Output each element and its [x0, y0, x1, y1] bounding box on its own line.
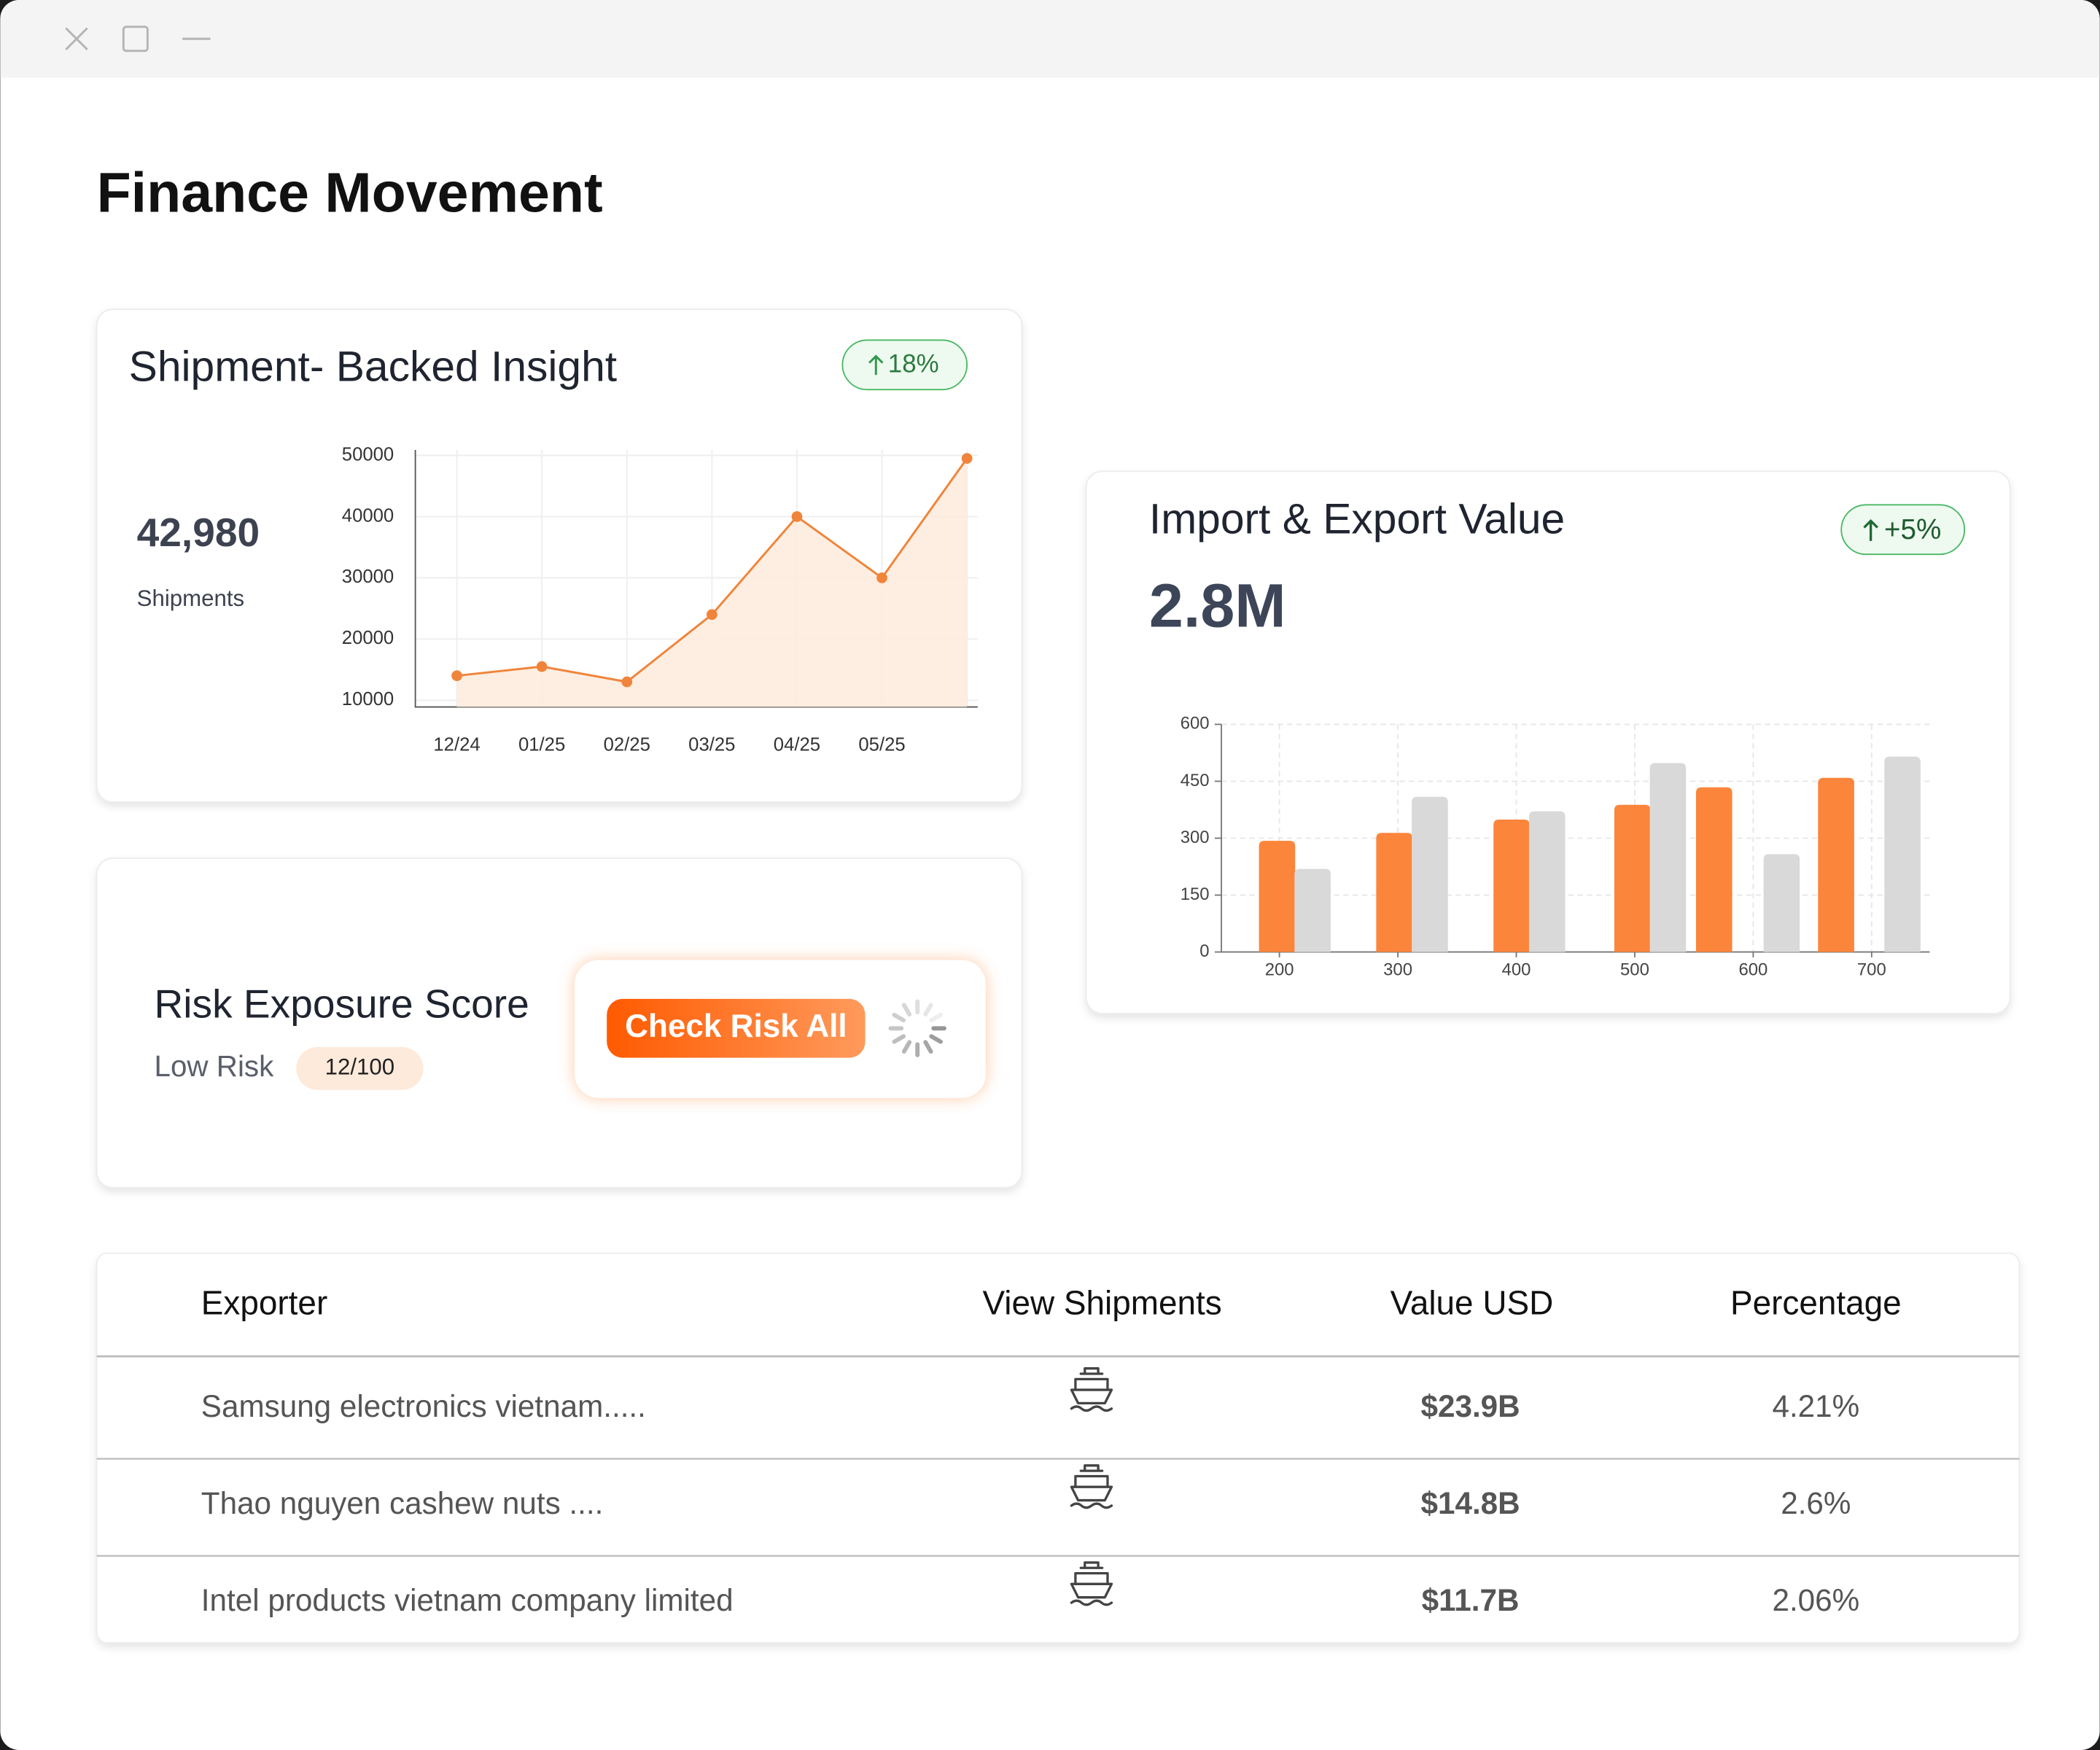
button-label[interactable]: Check Risk All [625, 1008, 847, 1044]
spinner-tick [901, 1003, 912, 1017]
percentage: 2.06% [1772, 1583, 1859, 1617]
point [451, 670, 462, 682]
x-tick-label: 04/25 [774, 735, 820, 755]
kpi-value: 42,980 [137, 510, 260, 555]
bar [1763, 854, 1800, 952]
point [791, 511, 803, 522]
bar [1818, 777, 1854, 952]
y-tick-label: 30000 [342, 567, 394, 587]
bar [1259, 841, 1296, 952]
line-chart: 10000 20000 30000 40000 50000 12/24 01/25 02/25… [342, 444, 978, 755]
close-button[interactable] [65, 27, 88, 50]
risk-level: Low Risk [155, 1049, 275, 1083]
column-header: Percentage [1730, 1283, 1902, 1321]
exporter-name: Samsung electronics vietnam..... [201, 1389, 646, 1423]
x-tick-label: 700 [1857, 960, 1886, 980]
spinner-tick [892, 1034, 906, 1044]
table-body: Exporter View Shipments Value USD Percentag… [96, 1283, 2020, 1617]
exporter-name: Thao nguyen cashew nuts .... [201, 1486, 604, 1520]
spinner-tick [929, 1012, 943, 1023]
y-tick-label: 50000 [342, 444, 394, 464]
y-tick-label: 40000 [342, 505, 394, 526]
bar-chart: 200 300 400 500 600 700 0 150 300 450 600 [1181, 714, 1930, 980]
point [876, 572, 887, 583]
risk-title: Risk Exposure Score [155, 981, 529, 1026]
point [706, 609, 718, 621]
bar [1884, 756, 1921, 952]
bar [1294, 868, 1331, 952]
point [536, 661, 548, 672]
maximize-button[interactable] [122, 26, 149, 52]
y-tick-label: 300 [1181, 828, 1210, 847]
x-tick-label: 02/25 [604, 735, 650, 755]
bar [1493, 820, 1530, 952]
spinner-tick [892, 1012, 906, 1023]
growth-badge [1840, 504, 1966, 556]
score-pill [296, 1046, 424, 1090]
y-tick-label: 10000 [342, 689, 394, 709]
x-tick-label: 600 [1738, 960, 1768, 980]
card-title: Shipment- Backed Insight [129, 343, 617, 390]
value-usd: $14.8B [1421, 1486, 1520, 1520]
bar [1649, 763, 1687, 952]
arrow-up-icon [868, 354, 884, 376]
column-header: Value USD [1391, 1283, 1554, 1321]
x-tick-label: 01/25 [518, 735, 565, 755]
axis [1221, 724, 1930, 953]
spinner-tick [923, 1040, 933, 1054]
kpi-value: 2.8M [1149, 572, 1286, 640]
exporter-name: Intel products vietnam company limited [201, 1583, 734, 1617]
title-bar [0, 0, 2100, 78]
x-tick-label: 03/25 [688, 735, 735, 755]
point [961, 453, 973, 464]
x-tick-label: 12/24 [433, 735, 480, 755]
spinner-tick [929, 1034, 943, 1044]
bar [1614, 804, 1651, 952]
check-risk-button[interactable] [607, 998, 866, 1058]
window-controls[interactable] [65, 26, 211, 52]
spinner-tick [901, 1040, 912, 1054]
y-tick-label: 20000 [342, 628, 394, 648]
column-header: Exporter [201, 1283, 327, 1321]
badge-text: 18% [888, 350, 939, 378]
bar [1412, 796, 1448, 952]
column-header: View Shipments [983, 1283, 1222, 1321]
y-tick-label: 150 [1181, 884, 1210, 904]
value-usd: $23.9B [1421, 1389, 1520, 1423]
percentage: 2.6% [1781, 1486, 1851, 1520]
risk-score: 12/100 [325, 1054, 394, 1080]
x-tick-label: 400 [1502, 960, 1531, 980]
x-tick-label: 300 [1383, 960, 1412, 980]
card-title: Import & Export Value [1149, 496, 1565, 543]
loading-spinner [888, 999, 946, 1057]
point [621, 676, 633, 688]
risk-card [96, 858, 1023, 1189]
bar [1695, 787, 1732, 952]
x-tick-label: 200 [1265, 960, 1294, 980]
y-tick-label: 600 [1181, 714, 1210, 734]
y-tick-label: 450 [1181, 771, 1210, 790]
exporter-table [96, 1252, 2021, 1644]
value-usd: $11.7B [1422, 1583, 1520, 1617]
bar [1528, 811, 1566, 952]
x-tick-label: 500 [1620, 960, 1649, 980]
area [456, 458, 968, 707]
bar [1376, 833, 1412, 952]
page-title: Finance Movement [97, 161, 603, 224]
kpi-label: Shipments [137, 586, 244, 611]
arrow-up-icon [1863, 518, 1878, 541]
y-tick-label: 0 [1199, 941, 1209, 961]
spinner-tick [923, 1003, 933, 1017]
x-tick-label: 05/25 [858, 735, 905, 755]
badge-text: +5% [1884, 514, 1941, 545]
percentage: 4.21% [1772, 1389, 1859, 1423]
growth-badge [841, 339, 968, 391]
